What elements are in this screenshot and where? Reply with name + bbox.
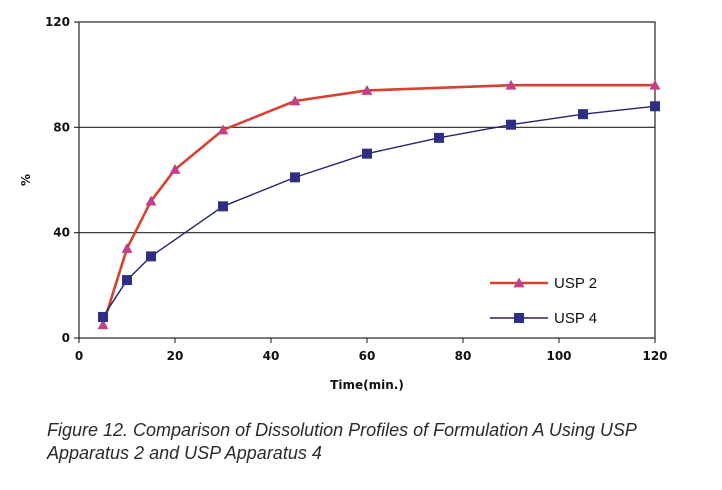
data-point-usp-2-20 xyxy=(169,163,181,174)
data-point-usp-2-60 xyxy=(361,84,373,95)
x-axis-ticks: 0 20 40 60 80 100 120 xyxy=(75,338,668,363)
figure-caption: Figure 12. Comparison of Dissolution Pro… xyxy=(47,420,637,463)
x-axis-label: Time(min.) xyxy=(330,378,404,392)
data-point-usp-2-30 xyxy=(217,124,229,135)
legend-label-usp-4: USP 4 xyxy=(554,310,597,327)
data-point-usp-2-45 xyxy=(289,95,301,106)
data-point-usp-4-10 xyxy=(122,275,132,286)
data-point-usp-2-120 xyxy=(649,79,661,90)
tick-label-x-80: 80 xyxy=(455,349,472,363)
tick-label-y-0: 0 xyxy=(62,331,70,345)
data-point-usp-4-45 xyxy=(290,172,300,183)
tick-label-y-120: 120 xyxy=(45,15,70,29)
y-axis-label: % xyxy=(19,174,33,186)
data-point-usp-4-5 xyxy=(98,311,108,322)
tick-label-y-40: 40 xyxy=(53,226,70,240)
tick-label-x-40: 40 xyxy=(263,349,280,363)
data-point-usp-2-15 xyxy=(145,195,157,206)
series-line-usp-4 xyxy=(102,105,656,318)
tick-label-y-80: 80 xyxy=(53,120,70,134)
tick-label-x-20: 20 xyxy=(167,349,184,363)
data-point-usp-4-120 xyxy=(650,101,660,112)
tick-label-x-100: 100 xyxy=(546,349,571,363)
data-point-usp-2-10 xyxy=(121,242,133,253)
data-point-usp-4-15 xyxy=(146,251,156,262)
data-point-usp-4-90 xyxy=(506,119,516,130)
tick-label-x-0: 0 xyxy=(75,349,83,363)
data-point-usp-2-90 xyxy=(505,79,517,90)
legend-marker-usp-2 xyxy=(513,277,525,288)
tick-label-x-60: 60 xyxy=(359,349,376,363)
data-point-usp-4-60 xyxy=(362,148,372,159)
y-axis-ticks: 0 40 80 120 xyxy=(45,15,79,345)
legend-label-usp-2: USP 2 xyxy=(554,275,597,292)
legend-marker-usp-4 xyxy=(514,313,524,323)
data-point-usp-2-5 xyxy=(97,319,109,330)
grid-lines xyxy=(79,126,655,234)
data-point-usp-4-30 xyxy=(218,201,228,212)
series-group xyxy=(97,79,661,330)
legend: USP 2 USP 4 xyxy=(490,275,597,327)
tick-label-x-120: 120 xyxy=(642,349,667,363)
data-point-usp-4-75 xyxy=(434,132,444,143)
data-point-usp-4-105 xyxy=(578,109,588,120)
dissolution-chart: 0 40 80 120 0 20 40 60 80 100 120 % Time(min.) US… xyxy=(19,15,668,392)
